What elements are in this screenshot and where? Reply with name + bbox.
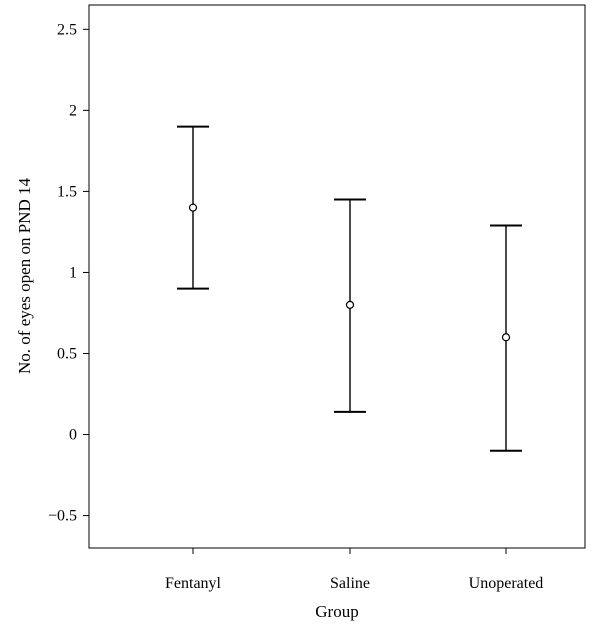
plot-frame [89,5,585,548]
y-tick-label: −0.5 [48,508,77,525]
y-tick-label: 2.5 [57,21,77,38]
x-axis-label: Group [315,602,358,621]
error-bars [177,127,522,451]
x-tick-label: Unoperated [469,575,544,592]
y-axis-label: No. of eyes open on PND 14 [15,178,34,374]
x-axis: Fentanyl Saline Unoperated [165,548,543,592]
y-tick-label: 1 [69,264,77,281]
y-tick-label: 0 [69,427,77,444]
mean-point [503,334,510,341]
y-tick-label: 2 [69,102,77,119]
y-tick-label: 1.5 [57,183,77,200]
mean-point [347,301,354,308]
y-axis: −0.5 0 0.5 1 1.5 2 2.5 [48,21,89,524]
x-tick-label: Fentanyl [165,575,222,592]
x-tick-label: Saline [330,575,370,592]
mean-point [190,204,197,211]
y-tick-label: 0.5 [57,345,77,362]
